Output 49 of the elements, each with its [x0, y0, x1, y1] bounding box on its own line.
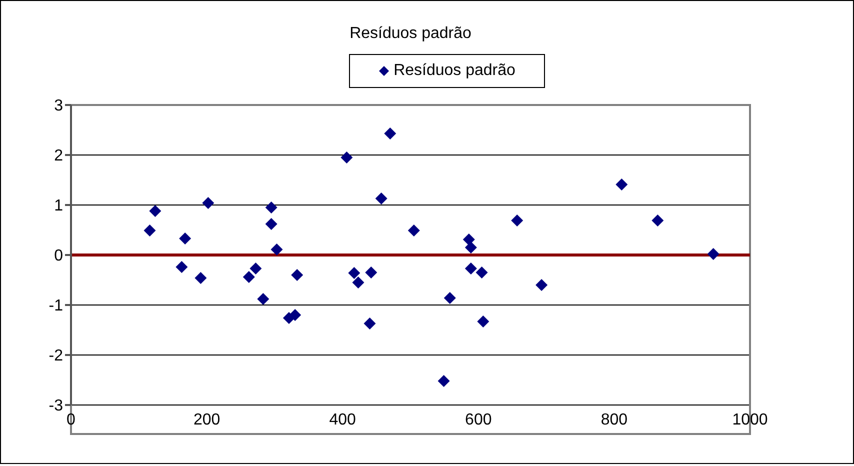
point [270, 244, 283, 256]
x-tick-label: 1000 [732, 411, 768, 428]
x-tick-label: 0 [66, 411, 76, 428]
point [384, 128, 396, 140]
point [194, 272, 207, 284]
point [462, 234, 475, 246]
legend-label: Resíduos padrão [394, 62, 516, 80]
point [375, 192, 388, 204]
point [464, 262, 477, 274]
point [348, 267, 360, 279]
y-tick-label: 3 [54, 98, 64, 115]
y-tick-label: -2 [48, 348, 64, 365]
point [536, 279, 548, 291]
point [242, 271, 255, 283]
point [464, 242, 477, 254]
x-tick-label: 600 [465, 411, 492, 428]
y-tick-label: 2 [54, 148, 64, 165]
y-tick-label: 0 [54, 248, 64, 265]
chart-title: Resíduos padrão [348, 25, 472, 43]
point [289, 309, 302, 321]
x-tick-label: 800 [600, 411, 628, 428]
point [511, 214, 524, 226]
point [250, 262, 262, 274]
point [179, 232, 192, 244]
point [149, 205, 162, 217]
y-tick-label: 1 [54, 198, 64, 215]
point [477, 316, 490, 328]
point [265, 202, 278, 214]
point [265, 218, 278, 230]
point [438, 375, 450, 387]
x-tick-label: 400 [329, 411, 356, 428]
point [340, 152, 353, 164]
x-tick-label: 200 [193, 411, 220, 428]
point [616, 178, 628, 190]
point [364, 318, 376, 330]
point [707, 248, 720, 260]
point [444, 292, 456, 304]
point [176, 261, 188, 273]
point [144, 224, 156, 236]
point [352, 276, 364, 288]
y-tick-label: -1 [48, 298, 64, 315]
point [202, 197, 214, 209]
point [652, 214, 664, 226]
point [365, 266, 378, 278]
point [476, 266, 488, 278]
point [257, 293, 270, 305]
y-tick-label: -3 [48, 398, 64, 415]
point [291, 269, 304, 281]
point [408, 224, 420, 236]
